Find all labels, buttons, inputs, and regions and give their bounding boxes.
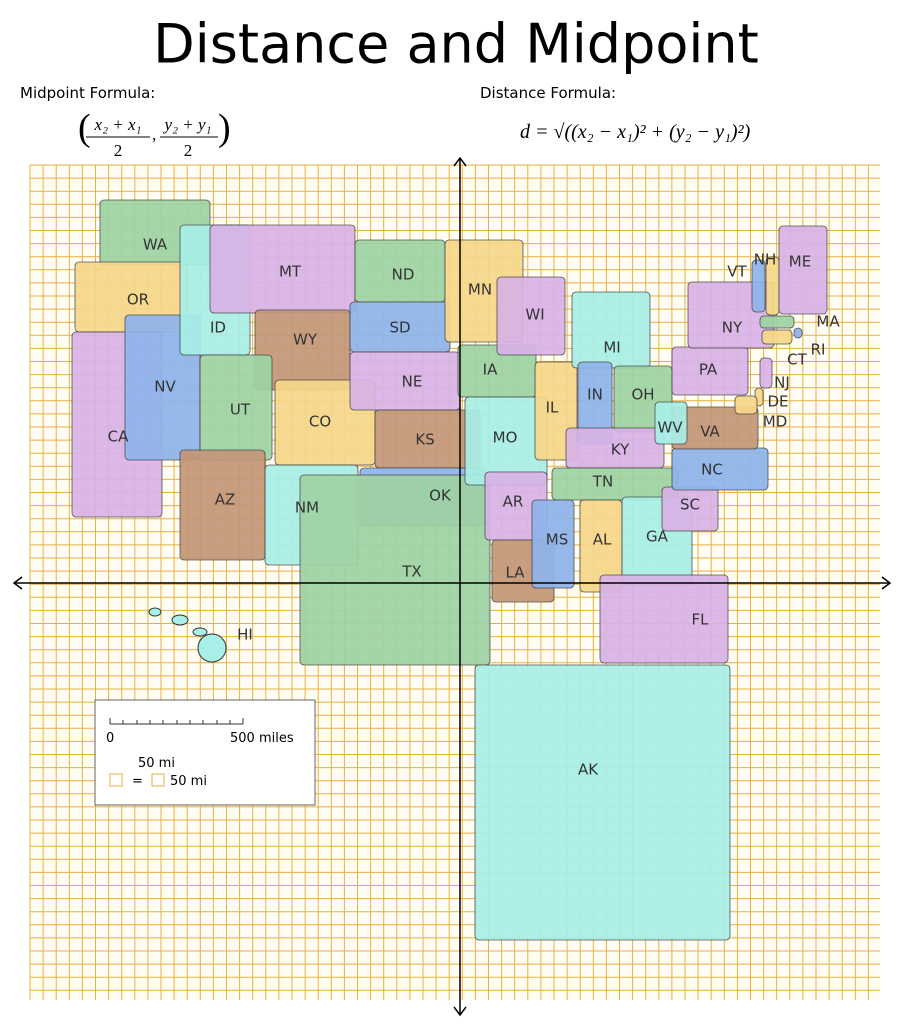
state-label: KS [415, 431, 434, 449]
axis-arrows [12, 156, 892, 1017]
state-shape [299, 474, 491, 666]
state-label: AR [503, 493, 524, 511]
state-label: NC [701, 461, 723, 479]
cell-label: 50 mi [138, 756, 175, 771]
state-label: IN [587, 386, 603, 404]
state-label: MA [816, 313, 840, 331]
state-label: NM [295, 499, 319, 517]
state-shape [496, 276, 566, 356]
midpoint-label: Midpoint Formula: [20, 84, 155, 102]
denominator: 2 [114, 141, 123, 160]
state-shape [759, 357, 773, 389]
state-shape [793, 327, 803, 339]
state-label: AL [593, 531, 612, 549]
axes [12, 156, 892, 1017]
state-label: VA [700, 423, 720, 441]
paren: ( [78, 107, 91, 149]
cell-value: 50 mi [170, 774, 207, 789]
state-label: FL [692, 611, 710, 629]
state-shape [759, 315, 795, 329]
paren: ) [218, 107, 231, 149]
state-label: MS [546, 531, 568, 549]
state-labels: WA OR CA NV ID MT WY UT CO AZ NM ND SD NE KS OK TX MN IA MO… [108, 236, 841, 779]
legend: 0 500 miles 50 mi = 50 mi [94, 699, 316, 806]
state-label: PA [699, 361, 718, 379]
state-label: WY [293, 331, 318, 349]
cell-swatch [151, 773, 165, 787]
state-shape [474, 664, 731, 941]
state-label: MI [603, 339, 620, 357]
state-label: OR [127, 291, 149, 309]
state-label: WV [657, 419, 683, 437]
state-shape [654, 401, 688, 445]
state-label: UT [230, 401, 251, 419]
state-label: KY [611, 441, 630, 459]
state-label: NJ [774, 374, 790, 392]
state-label: VT [727, 263, 747, 281]
scale-end: 500 miles [230, 731, 294, 746]
state-label: TX [401, 563, 421, 581]
state-label: ME [789, 253, 811, 271]
island [192, 627, 208, 637]
legend-box [94, 699, 316, 806]
denominator: 2 [184, 141, 193, 160]
state-label: NY [722, 319, 743, 337]
scale-bar [109, 718, 244, 725]
state-label: RI [811, 341, 826, 359]
state-label: OH [631, 386, 654, 404]
state-label: WA [143, 236, 168, 254]
title: Distance and Midpoint [153, 13, 759, 76]
state-label: MN [468, 281, 492, 299]
state-shape [751, 259, 766, 313]
state-label: HI [237, 626, 253, 644]
state-label: SD [389, 319, 410, 337]
scale-start: 0 [106, 731, 114, 746]
state-shape [571, 291, 651, 369]
state-label: NV [154, 378, 176, 396]
state-label: AK [578, 761, 599, 779]
state-label: GA [646, 528, 669, 546]
state-label: AZ [215, 491, 236, 509]
midpoint-formula: ( x₂ + x₁ 2 , y₂ + y₁ 2 ) [78, 107, 231, 160]
state-shape [531, 499, 575, 589]
state-shape [734, 395, 758, 415]
state-shape [551, 467, 679, 501]
equals: = [132, 774, 143, 789]
state-shape [761, 329, 793, 345]
state-label: ND [392, 266, 415, 284]
comma: , [152, 125, 156, 144]
state-label: NH [754, 251, 777, 269]
state-label: CO [309, 413, 331, 431]
island [171, 614, 189, 626]
state-label: ID [210, 319, 226, 337]
state-label: IL [546, 399, 559, 417]
state-label: DE [767, 393, 788, 411]
state-label: MD [763, 413, 788, 431]
state-label: LA [506, 564, 526, 582]
state-label: MT [279, 263, 302, 281]
state-label: WI [525, 306, 544, 324]
state-label: IA [483, 361, 498, 379]
state-label: SC [680, 496, 700, 514]
state-label: CA [108, 428, 129, 446]
distance-formula: d = √((x₂ − x₁)² + (y₂ − y₁)²) [520, 121, 751, 143]
state-label: TN [592, 473, 613, 491]
state-shape [778, 225, 828, 315]
numerator: x₂ + x₁ [94, 115, 142, 134]
state-shape [599, 574, 729, 664]
island [148, 607, 162, 617]
state-label: NE [402, 373, 423, 391]
state-label: MO [493, 429, 518, 447]
distance-label: Distance Formula: [480, 84, 616, 102]
numerator: y₂ + y₁ [163, 115, 212, 134]
states [71, 199, 828, 941]
state-label: CT [787, 351, 807, 369]
island [197, 633, 227, 663]
state-label: OK [429, 487, 452, 505]
cell-swatch [109, 773, 123, 787]
